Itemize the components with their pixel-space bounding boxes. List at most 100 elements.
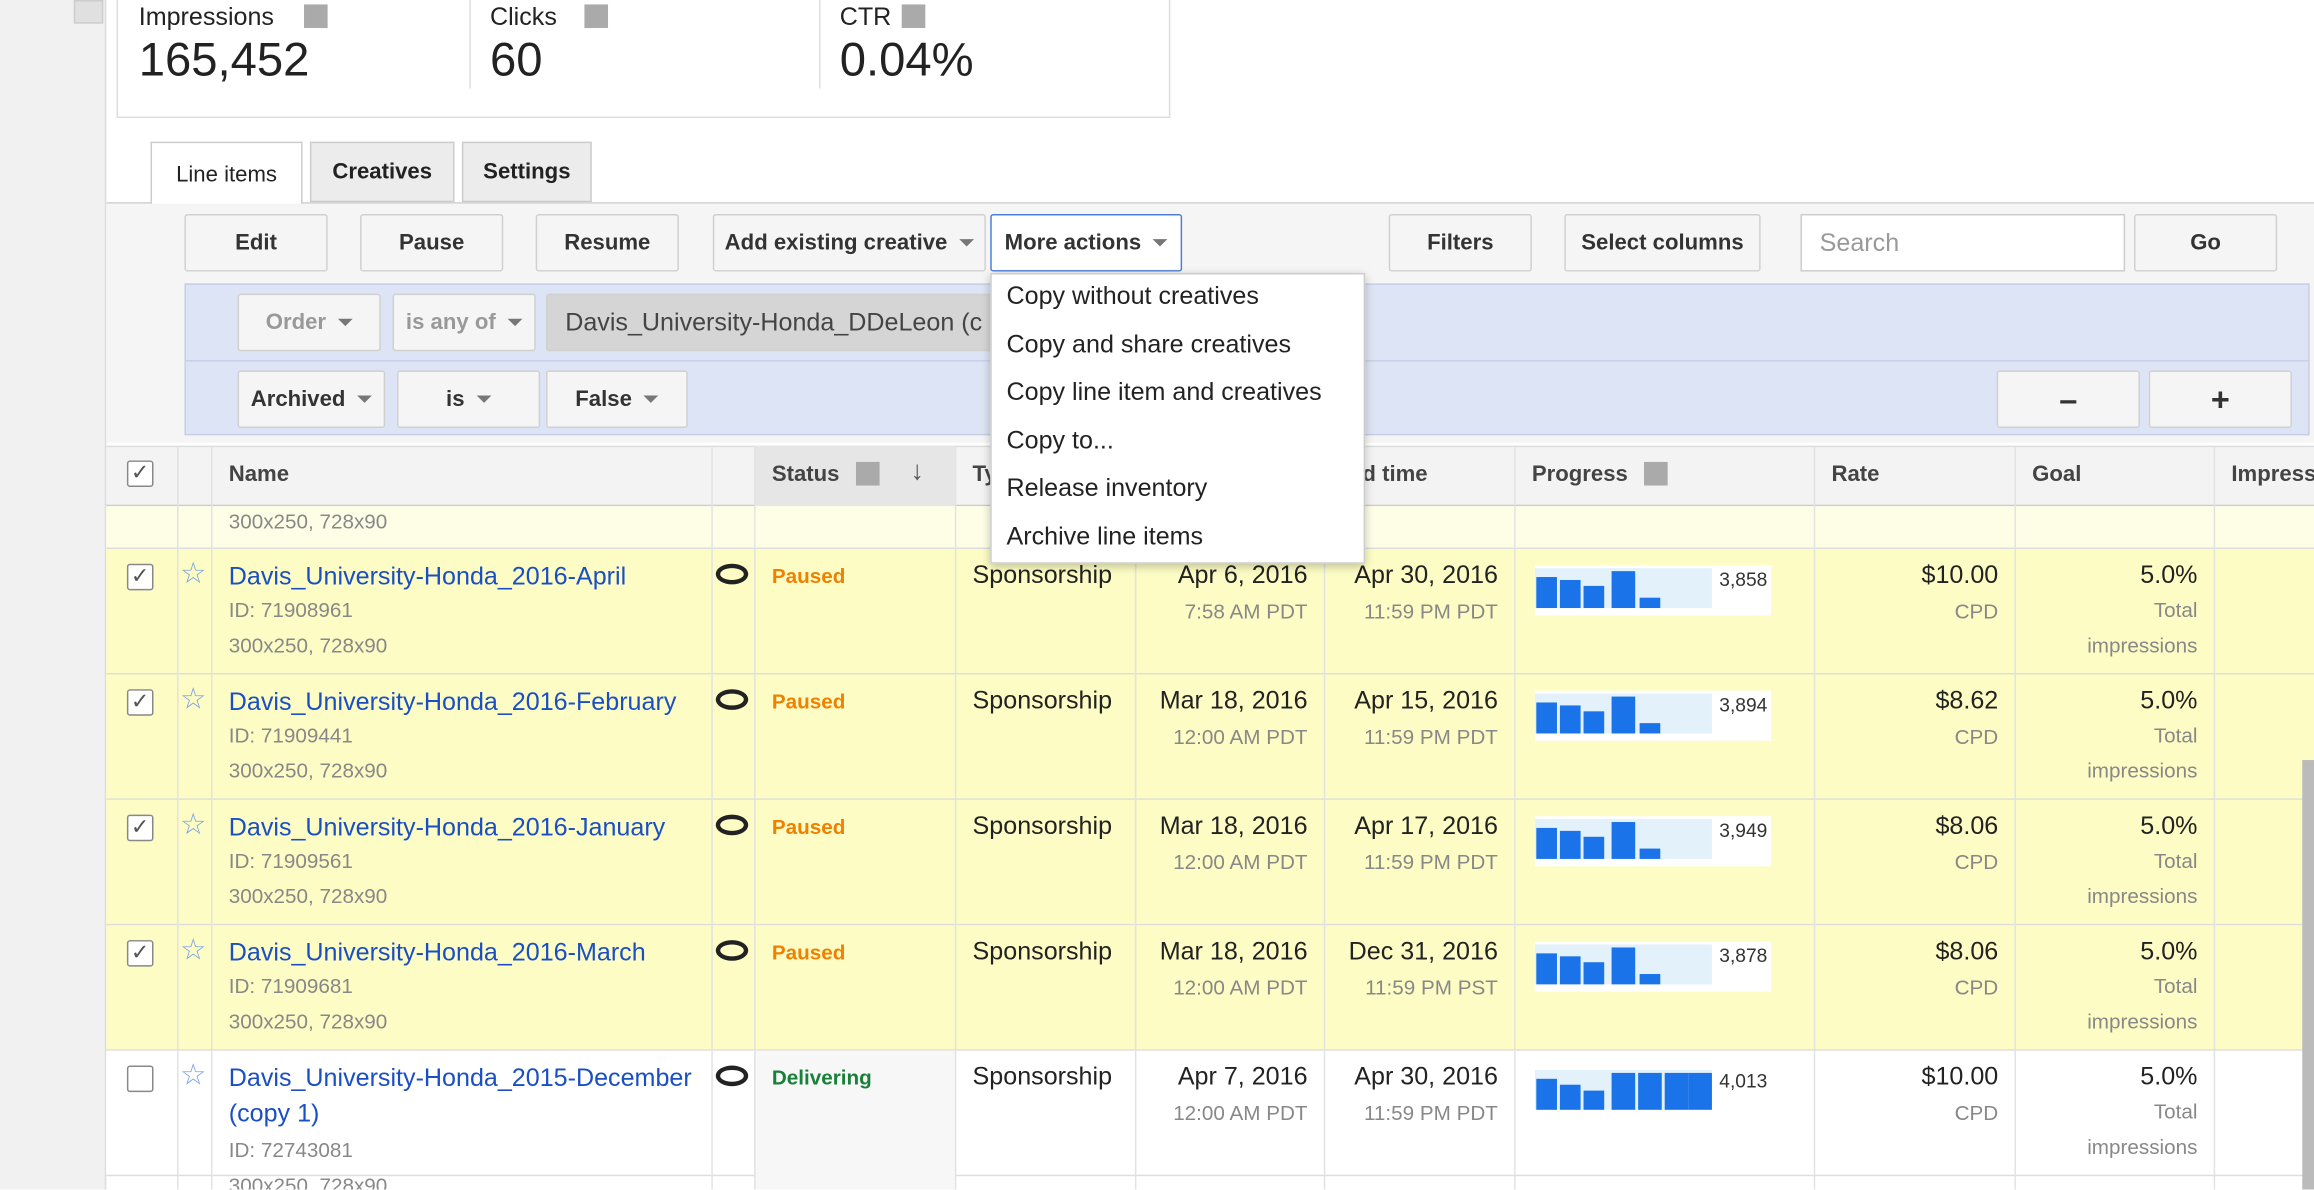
sidebar [0,0,107,1190]
toolbar-button[interactable]: Resume [535,213,679,272]
help-icon [304,4,328,29]
row [106,1050,2314,1177]
eye-icon[interactable] [715,689,749,710]
row-name[interactable]: Davis_University-Honda_2016-April [228,562,627,591]
filter-field[interactable]: Archived [237,370,386,428]
progress-chart [1534,565,1771,616]
progress-value: 3,894 [1719,693,1768,716]
start-time: 12:00 AM PDT [1173,724,1308,749]
row-name[interactable]: Davis_University-Honda_2016-March [228,938,646,967]
end-date: Apr 15, 2016 [1354,686,1498,715]
filter-operator[interactable]: is [396,370,541,428]
progress-chart [1534,816,1771,867]
row-name[interactable]: Davis_University-Honda_2015-December (co… [228,1064,692,1128]
row [106,799,2314,926]
spark-bar [1583,836,1605,859]
filter-field[interactable]: Order [237,293,381,352]
row-name[interactable]: Davis_University-Honda_2016-January [228,813,666,842]
eye-icon[interactable] [715,563,749,585]
goal: 5.0% [2140,937,2198,966]
start-time: 12:00 AM PDT [1173,850,1308,874]
toolbar-button[interactable]: More actions [990,213,1183,272]
progress-help [1644,461,1668,486]
menu-item[interactable]: Release inventory [1006,473,1208,502]
search-box[interactable]: Search [1800,213,2126,272]
row-sizes: 300x250, 728x90 [228,1009,388,1034]
progress-value: 3,949 [1719,819,1768,842]
rate: $8.06 [1935,937,1999,966]
tab[interactable]: Settings [461,141,592,203]
end-date: Apr 30, 2016 [1354,560,1498,589]
row-checkbox[interactable]: ✓ [126,689,154,716]
filter-text: Davis_University-Honda_DDeLeon (c [565,307,983,336]
eye-icon[interactable] [715,814,749,836]
spark-bar [1536,827,1557,859]
type: Sponsorship [972,1062,1113,1091]
collapse-tab[interactable] [73,0,104,24]
header-checkbox[interactable]: ✓ [126,460,154,488]
row-checkbox[interactable]: ✓ [126,563,154,591]
column-header[interactable]: Progress [1531,461,1628,488]
column-header[interactable]: Name [228,461,290,488]
end-time: 11:59 PM PDT [1363,850,1498,874]
menu-item[interactable]: Archive line items [1006,521,1204,550]
star[interactable]: ☆ [180,683,207,716]
filter-operator[interactable]: is any of [392,293,536,352]
type: Sponsorship [972,811,1113,840]
toolbar-button[interactable]: Add existing creative [712,213,986,272]
menu-item[interactable]: Copy and share creatives [1006,329,1292,358]
spark-bar [1639,848,1661,859]
row-name[interactable]: Davis_University-Honda_2016-February [228,687,677,716]
filter-value[interactable]: Davis_University-Honda_DDeLeon (c [546,293,1004,352]
row-id: ID: 72743081 [228,1137,353,1162]
toolbar-button[interactable]: Pause [360,213,504,272]
star[interactable]: ☆ [180,934,207,967]
column-header[interactable]: Rate [1831,461,1880,488]
filter-action[interactable]: + [2148,370,2292,428]
star[interactable]: ☆ [180,808,207,842]
divider [819,0,821,89]
row-checkbox[interactable]: ✓ [126,940,154,967]
star[interactable]: ☆ [180,557,207,591]
filter-action[interactable]: – [1996,370,2140,428]
spark-bar [1559,1084,1581,1110]
eye-icon[interactable] [715,940,749,961]
tab[interactable]: Creatives [309,141,455,203]
button-label: Pause [399,230,465,256]
goal: 5.0% [2140,811,2198,840]
column-header[interactable]: Status [771,461,840,488]
spark-bar [1611,696,1636,734]
start-time: 7:58 AM PDT [1184,599,1308,623]
menu-item[interactable]: Copy to... [1006,425,1114,454]
column-header[interactable]: Impress [2231,461,2314,488]
row-sizes: 300x250, 728x90 [228,758,388,783]
menu-item[interactable]: Copy without creatives [1006,281,1259,310]
row-checkbox[interactable]: ✓ [126,814,154,842]
toolbar-button[interactable]: Edit [184,213,328,272]
goal-unit: Total impressions [2087,848,2198,908]
caret [643,395,659,403]
header-status-bg [754,445,955,507]
status: Paused [771,940,846,964]
toolbar-button[interactable]: Filters [1388,213,1532,272]
column-divider [1323,445,1326,1190]
column-divider [711,445,713,1190]
filter-value[interactable]: False [546,370,688,428]
rate: $8.06 [1935,811,1999,840]
goal-unit: Total impressions [2087,974,2198,1034]
column-divider [177,445,179,1190]
eye-icon[interactable] [715,1065,749,1087]
tab[interactable]: Line items [150,141,303,206]
menu-item[interactable]: Copy line item and creatives [1006,377,1322,406]
rate: $10.00 [1921,560,1999,589]
rate-unit: CPD [1954,599,1999,623]
button-label: Select columns [1581,230,1744,256]
start-date: Mar 18, 2016 [1159,811,1308,840]
column-header[interactable]: Goal [2032,461,2082,488]
row-checkbox[interactable] [126,1065,154,1093]
star[interactable]: ☆ [180,1059,207,1093]
filter-text: Order [265,309,327,336]
end-date: Apr 30, 2016 [1354,1062,1498,1091]
go-button[interactable]: Go [2134,213,2278,272]
toolbar-button[interactable]: Select columns [1564,213,1761,272]
